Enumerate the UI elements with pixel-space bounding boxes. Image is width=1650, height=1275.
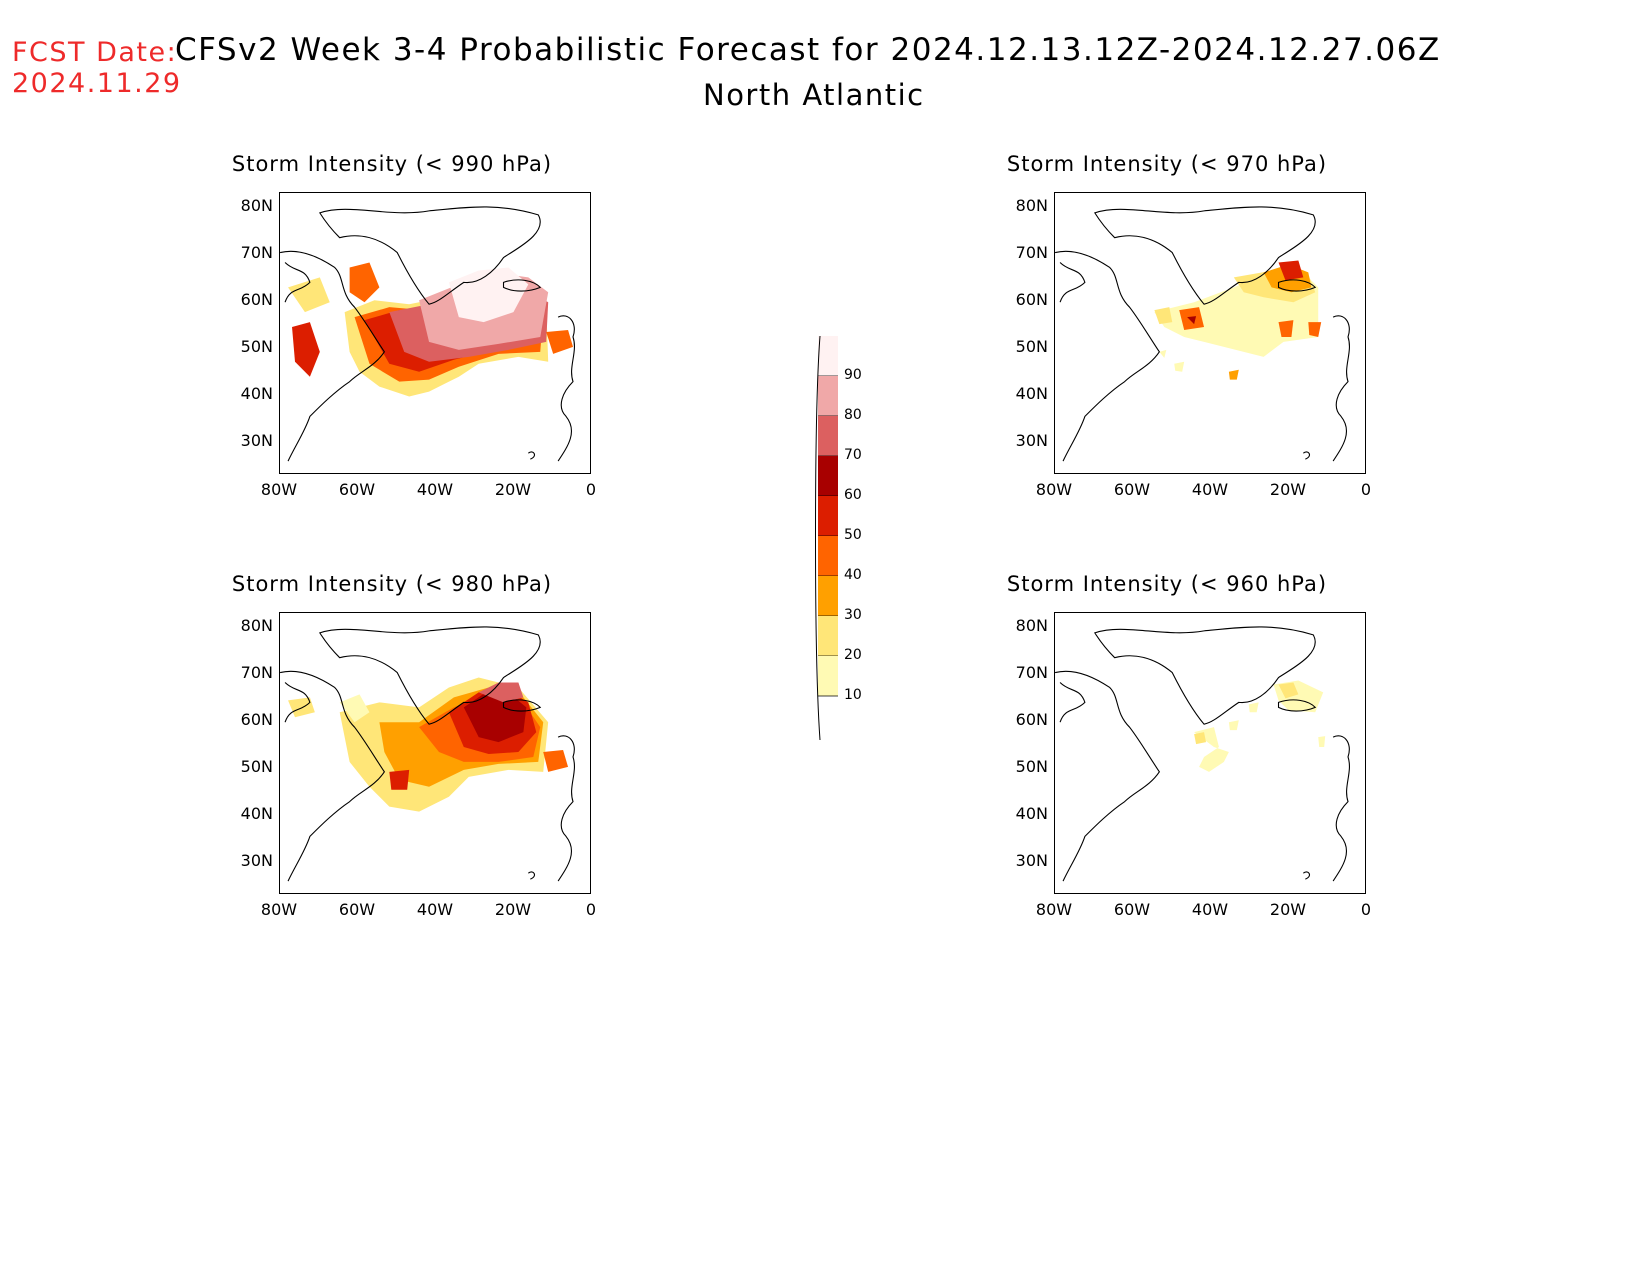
y-tick-label: 60N <box>1015 710 1048 729</box>
forecast-map <box>1055 626 1350 882</box>
x-tick-label: 20W <box>494 900 532 919</box>
panel-970: Storm Intensity (< 970 hPa) <box>1007 152 1372 512</box>
y-tick-label: 70N <box>1015 243 1048 262</box>
x-tick-label: 40W <box>416 900 454 919</box>
colorbar-blocks <box>818 336 838 697</box>
y-tick-label: 40N <box>240 384 273 403</box>
colorbar-block <box>818 376 838 416</box>
colorbar-block <box>818 536 838 576</box>
map-area <box>279 192 591 474</box>
page-title: CFSv2 Week 3-4 Probabilistic Forecast fo… <box>175 32 1441 68</box>
y-tick-label: 60N <box>1015 290 1048 309</box>
x-tick-label: 0 <box>1360 480 1372 499</box>
colorbar-label: 60 <box>844 487 862 503</box>
coastlines <box>280 206 575 462</box>
y-tick-label: 30N <box>240 851 273 870</box>
colorbar-label: 20 <box>844 647 862 663</box>
x-tick-label: 20W <box>1269 480 1307 499</box>
y-tick-label: 50N <box>240 337 273 356</box>
y-tick-label: 50N <box>240 757 273 776</box>
x-tick-label: 40W <box>1191 480 1229 499</box>
panel-title: Storm Intensity (< 990 hPa) <box>231 152 553 176</box>
y-tick-label: 30N <box>1015 851 1048 870</box>
map-area <box>279 612 591 894</box>
panel-title: Storm Intensity (< 960 hPa) <box>1006 572 1328 596</box>
coastlines <box>1055 206 1350 462</box>
y-tick-label: 70N <box>240 243 273 262</box>
y-tick-label: 70N <box>1015 663 1048 682</box>
coastlines <box>280 626 575 882</box>
panel-title: Storm Intensity (< 970 hPa) <box>1006 152 1328 176</box>
panel-960: Storm Intensity (< 960 hPa) 80N 70N <box>1007 572 1372 932</box>
x-tick-label: 20W <box>1269 900 1307 919</box>
forecast-map <box>1055 206 1350 462</box>
probability-shading <box>288 262 574 397</box>
x-tick-label: 60W <box>338 480 376 499</box>
y-tick-label: 80N <box>1015 616 1048 635</box>
colorbar-label: 70 <box>844 447 862 463</box>
x-tick-label: 0 <box>585 900 597 919</box>
colorbar-block <box>818 616 838 656</box>
x-tick-label: 60W <box>338 900 376 919</box>
fcst-date-label: FCST Date: <box>12 37 178 68</box>
colorbar-block <box>818 496 838 536</box>
colorbar-label: 80 <box>844 407 862 423</box>
colorbar-label: 30 <box>844 607 862 623</box>
x-tick-label: 60W <box>1113 900 1151 919</box>
colorbar-block <box>818 416 838 456</box>
region-subtitle: North Atlantic <box>703 78 925 112</box>
x-tick-label: 80W <box>260 900 298 919</box>
x-tick-label: 20W <box>494 480 532 499</box>
probability-shading <box>288 677 569 812</box>
colorbar-label: 90 <box>844 367 862 383</box>
map-area <box>1054 192 1366 474</box>
y-tick-label: 30N <box>240 431 273 450</box>
x-tick-label: 80W <box>1035 480 1073 499</box>
panel-title: Storm Intensity (< 980 hPa) <box>231 572 553 596</box>
y-tick-label: 40N <box>1015 384 1048 403</box>
x-tick-label: 80W <box>260 480 298 499</box>
colorbar-block <box>818 656 838 696</box>
colorbar-label: 50 <box>844 527 862 543</box>
x-tick-label: 0 <box>1360 900 1372 919</box>
forecast-map <box>280 206 575 462</box>
colorbar-block <box>818 456 838 496</box>
colorbar-block <box>818 336 838 376</box>
x-tick-label: 40W <box>1191 900 1229 919</box>
probability-shading <box>1194 680 1326 772</box>
x-tick-label: 60W <box>1113 480 1151 499</box>
panel-990: Storm Intensity (< 990 hPa) <box>232 152 597 512</box>
y-tick-label: 50N <box>1015 757 1048 776</box>
panel-980: Storm Intensity (< 980 hPa) <box>232 572 597 932</box>
y-tick-label: 60N <box>240 710 273 729</box>
colorbar-label: 10 <box>844 687 862 703</box>
y-tick-label: 80N <box>1015 196 1048 215</box>
y-tick-label: 80N <box>240 196 273 215</box>
fcst-date-value: 2024.11.29 <box>12 68 182 99</box>
colorbar <box>815 336 838 740</box>
y-tick-label: 80N <box>240 616 273 635</box>
coastlines <box>1055 626 1350 882</box>
y-tick-label: 40N <box>1015 804 1048 823</box>
forecast-map <box>280 626 575 882</box>
colorbar-block <box>818 576 838 616</box>
x-tick-label: 0 <box>585 480 597 499</box>
y-tick-label: 50N <box>1015 337 1048 356</box>
x-tick-label: 40W <box>416 480 454 499</box>
colorbar-label: 40 <box>844 567 862 583</box>
y-tick-label: 70N <box>240 663 273 682</box>
probability-shading <box>1154 260 1322 380</box>
y-tick-label: 30N <box>1015 431 1048 450</box>
map-area <box>1054 612 1366 894</box>
x-tick-label: 80W <box>1035 900 1073 919</box>
y-tick-label: 60N <box>240 290 273 309</box>
y-tick-label: 40N <box>240 804 273 823</box>
